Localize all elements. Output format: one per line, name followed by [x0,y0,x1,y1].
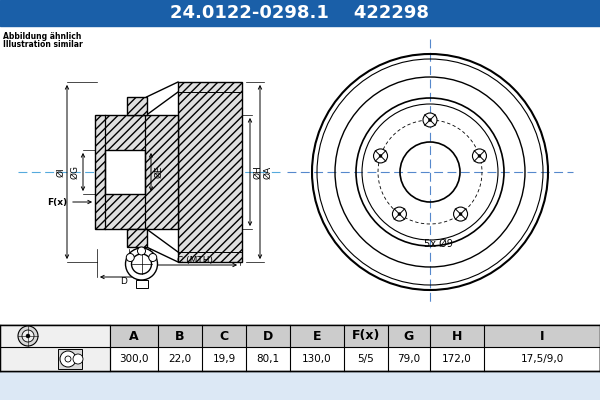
Text: 17,5/9,0: 17,5/9,0 [520,354,563,364]
Circle shape [472,149,487,163]
Bar [0,325,600,371]
Bar [484,325,600,347]
Bar [430,325,484,347]
Circle shape [26,334,30,338]
Circle shape [398,212,401,216]
Text: B: B [136,256,142,264]
Text: 22,0: 22,0 [169,354,191,364]
Text: E: E [313,330,321,342]
Text: C (MTH): C (MTH) [177,256,213,264]
Circle shape [60,351,76,367]
Bar [290,325,344,347]
Text: 79,0: 79,0 [397,354,421,364]
Text: A: A [129,330,139,342]
Bar [0,325,110,371]
Text: C: C [220,330,229,342]
Text: F(x): F(x) [352,330,380,342]
Text: ØE: ØE [155,166,163,178]
Bar [246,325,290,347]
Text: 24.0122-0298.1    422298: 24.0122-0298.1 422298 [170,4,430,22]
Circle shape [379,154,382,158]
Circle shape [392,207,406,221]
Circle shape [478,154,481,158]
Text: G: G [404,330,414,342]
Circle shape [137,247,146,255]
Circle shape [423,113,437,127]
Circle shape [22,330,34,342]
Circle shape [131,254,151,274]
Text: 19,9: 19,9 [212,354,236,364]
Text: ØG: ØG [71,165,79,179]
Text: B: B [175,330,185,342]
Bar [388,325,430,347]
Bar [58,349,82,369]
Bar [344,325,388,347]
Circle shape [65,356,71,362]
Bar [95,115,178,229]
Text: D: D [120,278,127,286]
Text: H: H [452,330,462,342]
Text: D: D [263,330,273,342]
Bar [0,0,600,26]
Text: 172,0: 172,0 [442,354,472,364]
Text: ØH: ØH [254,165,263,179]
Text: Illustration similar: Illustration similar [3,40,83,49]
Bar [105,150,145,194]
Bar [0,26,600,324]
Text: 80,1: 80,1 [256,354,280,364]
Text: ØA: ØA [263,166,272,178]
Circle shape [73,354,83,364]
Text: 5/5: 5/5 [358,354,374,364]
Text: I: I [540,330,544,342]
Bar [178,82,242,262]
Bar [202,325,246,347]
Text: F(x): F(x) [47,198,67,206]
Circle shape [126,254,134,262]
Circle shape [428,118,431,122]
Circle shape [374,149,388,163]
Circle shape [459,212,462,216]
Circle shape [454,207,467,221]
Text: 300,0: 300,0 [119,354,149,364]
Text: 5x Ø9: 5x Ø9 [424,239,452,249]
Bar [127,97,146,115]
Text: 130,0: 130,0 [302,354,332,364]
Circle shape [18,326,38,346]
Bar [110,325,158,347]
Circle shape [125,248,157,280]
Bar [136,280,148,288]
Bar [158,325,202,347]
Circle shape [149,254,157,262]
Text: ØI: ØI [56,167,65,177]
Text: Abbildung ähnlich: Abbildung ähnlich [3,32,82,41]
Bar [127,229,146,247]
